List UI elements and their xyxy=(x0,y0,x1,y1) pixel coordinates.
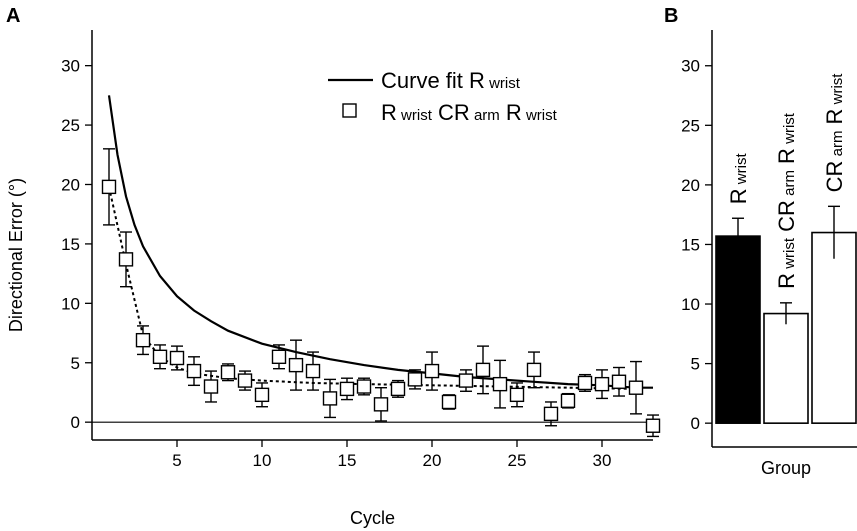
x-tick-label: 10 xyxy=(253,451,272,470)
bar-group-label-part: wrist xyxy=(781,112,798,148)
data-point xyxy=(458,373,474,388)
legend-curve-sub: wrist xyxy=(485,75,521,92)
x-tick-label: 5 xyxy=(172,451,181,470)
data-point xyxy=(169,350,185,366)
bar xyxy=(763,312,809,424)
x-tick-label: 25 xyxy=(508,451,527,470)
bar-group-label: R wrist CR arm R wrist xyxy=(774,112,799,289)
legend-marker-label-part: wrist xyxy=(397,107,433,124)
bar-group-label-part: R xyxy=(822,109,847,131)
data-point xyxy=(424,363,440,379)
data-point xyxy=(271,349,287,365)
legend-curve-label: Curve fit R wrist xyxy=(381,68,521,93)
bar-group-label-part: arm xyxy=(781,170,798,200)
bar-group-label-part: wrist xyxy=(733,153,750,189)
data-point xyxy=(101,179,117,195)
legend-marker-label-part: wrist xyxy=(522,107,558,124)
data-point xyxy=(305,363,321,379)
x-tick-label: 20 xyxy=(423,451,442,470)
data-point xyxy=(118,252,134,267)
data-point xyxy=(373,397,389,412)
panel-a-label: A xyxy=(6,5,20,27)
legend-marker-label: R wrist CR arm R wrist xyxy=(381,100,558,125)
data-point xyxy=(407,372,423,387)
panel-b-label: B xyxy=(664,5,678,27)
data-point xyxy=(254,387,270,403)
data-point xyxy=(509,387,525,403)
data-point xyxy=(628,380,644,395)
x-axis-title: Cycle xyxy=(350,508,395,528)
x-tick-label: 15 xyxy=(338,451,357,470)
data-point xyxy=(611,374,627,389)
data-point xyxy=(390,381,406,397)
legend-marker-label-part: R xyxy=(500,100,522,125)
y-tick-label: 20 xyxy=(61,175,80,194)
bar-group-label-part: R xyxy=(726,188,751,204)
y-axis-title: Directional Error (°) xyxy=(6,178,26,332)
bar-group-label-part: R xyxy=(774,273,799,289)
y-tick-label: 15 xyxy=(681,235,700,254)
y-tick-label: 5 xyxy=(71,354,80,373)
y-tick-label: 0 xyxy=(691,414,700,433)
bar-group-label: CR arm R wrist xyxy=(822,73,847,193)
bar xyxy=(715,235,761,424)
panel-a-plot: 0 5 10 15 20 25 30 5 10 15 20 25 30 Cycle Directional … xyxy=(6,30,661,528)
data-point xyxy=(475,362,491,378)
data-point xyxy=(492,376,508,392)
data-point xyxy=(645,418,661,433)
bar-group-label-part: CR xyxy=(822,161,847,193)
bar-group-label: R wrist xyxy=(726,153,751,205)
data-point xyxy=(577,375,593,391)
data-point xyxy=(135,332,151,348)
bar-group-label-part: wrist xyxy=(781,237,798,273)
x-tick-label: 30 xyxy=(593,451,612,470)
data-point xyxy=(526,362,542,378)
bar-group-label-part: arm xyxy=(829,131,846,161)
y-tick-label: 15 xyxy=(61,235,80,254)
data-point xyxy=(356,379,372,394)
legend-curve-text: Curve fit R xyxy=(381,68,485,93)
data-point xyxy=(441,394,457,410)
data-point xyxy=(237,373,253,388)
data-point xyxy=(152,349,168,365)
y-tick-label: 30 xyxy=(681,57,700,76)
y-tick-label: 10 xyxy=(681,295,700,314)
x-axis-title: Group xyxy=(761,458,811,478)
y-tick-label: 25 xyxy=(681,116,700,135)
legend-marker-label-part: arm xyxy=(470,107,500,124)
data-point xyxy=(203,379,219,394)
legend-marker-label-part: R xyxy=(381,100,397,125)
y-tick-label: 5 xyxy=(691,355,700,374)
bar-group-label-part: CR xyxy=(774,200,799,238)
legend-marker-label-part: CR xyxy=(432,100,470,125)
y-tick-label: 20 xyxy=(681,176,700,195)
data-point xyxy=(339,381,355,397)
data-point xyxy=(220,365,236,380)
bar-group-label-part: R xyxy=(774,148,799,170)
bar xyxy=(811,231,857,424)
y-tick-label: 25 xyxy=(61,116,80,135)
bar-group-label-part: wrist xyxy=(829,73,846,109)
data-point xyxy=(594,376,610,392)
curve-fit-line xyxy=(107,95,653,389)
data-point xyxy=(186,363,202,379)
dotted-fit-line xyxy=(108,186,637,390)
y-tick-label: 10 xyxy=(61,294,80,313)
data-point xyxy=(560,393,576,408)
y-tick-label: 30 xyxy=(61,57,80,76)
data-point xyxy=(322,391,338,406)
y-tick-label: 0 xyxy=(71,413,80,432)
data-point xyxy=(543,406,559,422)
data-point xyxy=(288,357,304,373)
legend-marker-swatch xyxy=(342,103,357,118)
